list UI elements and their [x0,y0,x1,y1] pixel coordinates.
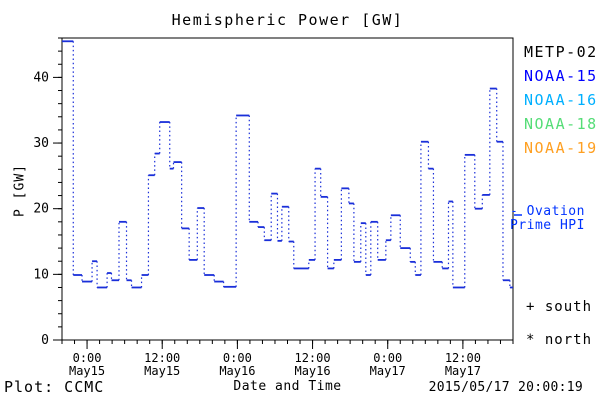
y-tick-label: 10 [33,267,49,282]
plot-frame [61,37,514,341]
legend-item-noaa15: NOAA-15 [524,67,598,85]
north-marker-legend: * north [526,332,593,348]
x-tick-label-time: 0:00 [73,351,102,365]
y-tick-label: 40 [33,70,49,85]
x-axis-title: Date and Time [233,379,342,394]
x-tick-label-time: 12:00 [144,351,180,365]
plot-credit: Plot: CCMC [4,378,105,396]
y-tick-label: 30 [33,136,49,151]
ovation-label-line2: Prime HPI [510,218,585,233]
legend-item-noaa18: NOAA-18 [524,115,598,133]
plot-timestamp: 2015/05/17 20:00:19 [428,380,583,395]
legend-item-noaa19: NOAA-19 [524,139,598,157]
ovation-label-line1: - Ovation [510,204,585,219]
x-tick-label-date: May16 [219,364,255,378]
y-axis-title: P [GW] [12,164,28,217]
x-tick-label-time: 0:00 [373,351,402,365]
x-tick-label-date: May17 [370,364,406,378]
south-marker-legend: + south [526,299,593,315]
x-tick-label-date: May17 [445,364,481,378]
x-tick-label-date: May15 [144,364,180,378]
x-tick-label-date: May16 [294,364,330,378]
legend-item-noaa16: NOAA-16 [524,91,598,109]
x-tick-label-time: 12:00 [294,351,330,365]
y-tick-label: 20 [33,202,49,217]
y-tick-label: 0 [41,333,49,348]
legend-item-metp02: METP-02 [524,43,598,61]
chart-title: Hemispheric Power [GW] [171,11,404,29]
x-tick-label-time: 12:00 [445,351,481,365]
x-tick-label-date: May15 [69,364,105,378]
legend-item-ovation-prime-hpi: - Ovation Prime HPI [510,205,585,233]
x-tick-label-time: 0:00 [223,351,252,365]
